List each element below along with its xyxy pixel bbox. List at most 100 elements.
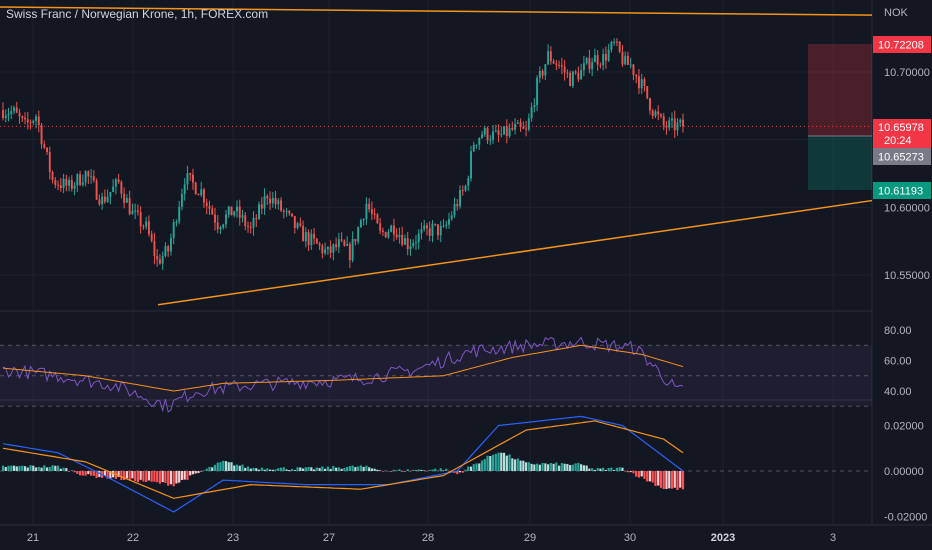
macd-histogram-bar [577,462,580,471]
candle [459,185,461,209]
candle [285,208,288,217]
candle [390,224,393,233]
candle [197,193,200,196]
macd-histogram-bar [403,471,407,472]
candle [90,169,93,184]
macd-histogram-bar [428,469,431,471]
price-tick-label: 10.60000 [884,202,930,214]
candle [98,194,101,207]
candle [252,211,255,236]
candle [365,197,368,225]
candle [73,182,76,196]
candle [569,70,572,87]
macd-histogram-bar [478,463,481,471]
candle [134,203,137,220]
macd-histogram-bar [249,468,252,471]
candle [271,192,274,208]
candle [486,126,489,144]
candle [335,237,338,251]
macd-histogram-bar [558,465,561,471]
macd-histogram-bar [475,463,478,471]
macd-histogram-bar [447,471,451,472]
candle [29,119,32,130]
candle [448,212,450,229]
candle [164,242,167,258]
candle [194,181,197,195]
macd-histogram-bar [486,455,489,471]
macd-histogram-bar [147,471,151,481]
candle [673,110,676,138]
candle [558,60,561,69]
macd-histogram-bar [89,471,93,476]
macd-histogram-bar [511,458,514,471]
candle [384,231,387,238]
macd-histogram-bar [109,471,112,479]
macd-histogram-bar [662,471,665,489]
candle [489,134,492,146]
candle [547,44,550,65]
time-axis[interactable]: 21 22 23 27 28 29 30 2023 3 [27,532,836,544]
reward-zone[interactable] [808,135,872,190]
macd-histogram-bar [4,467,7,471]
macd-histogram-bar [549,462,552,471]
candle [379,218,382,235]
macd-histogram-bar [445,468,448,471]
macd-histogram-bar [178,471,181,483]
macd-histogram-bar [527,462,530,471]
candle [225,209,227,229]
macd-histogram-bar [268,469,272,471]
macd-histogram-bar [679,471,682,488]
candle [503,125,506,136]
candle [481,130,483,139]
candle [236,200,238,218]
macd-histogram-bar [70,470,73,471]
candle [288,209,291,216]
candle [37,110,40,133]
candle [560,57,563,75]
candle [359,218,362,228]
macd-histogram-bar [458,471,462,473]
macd-histogram-bar [21,465,24,471]
candle [43,140,46,150]
candle [131,203,134,215]
macd-histogram-bar [555,462,558,471]
macd-histogram-bar [290,468,294,471]
macd-histogram-bar [659,471,663,488]
risk-zone[interactable] [808,44,872,136]
rsi-tick-label: 60.00 [884,356,912,368]
resistance-trendline[interactable] [0,6,873,16]
candle [200,181,203,197]
candle [354,238,357,246]
candle [585,57,588,65]
candle [304,227,307,248]
candle [269,191,272,210]
candle [156,248,159,267]
macd-histogram-bar [615,467,619,471]
macd-histogram-bar [67,471,71,472]
candle [671,112,673,129]
candle [145,216,148,230]
rsi-axis[interactable]: 80.00 60.00 40.00 [884,325,912,398]
macd-histogram-bar [409,471,412,472]
position-tool[interactable] [0,44,872,190]
candle [70,175,73,192]
candle [387,229,390,239]
macd-histogram-bar [582,465,585,471]
candle [216,215,219,234]
trendlines[interactable] [0,6,873,306]
macd-axis[interactable]: 0.02000 0.00000 -0.02000 [884,421,927,524]
support-trendline[interactable] [157,199,873,306]
macd-histogram-bar [257,469,261,471]
candle [368,198,371,213]
candle [321,243,324,259]
candle [376,213,379,224]
macd-histogram-bar [618,467,621,471]
macd-histogram-bar [219,462,222,471]
candle [541,69,544,80]
entry-badge-text: 10.65273 [878,152,924,164]
macd-histogram-bar [502,452,506,471]
candle [136,204,139,216]
candle [117,173,120,185]
macd-histogram-bar [103,471,106,476]
macd-histogram-bar [552,463,555,471]
